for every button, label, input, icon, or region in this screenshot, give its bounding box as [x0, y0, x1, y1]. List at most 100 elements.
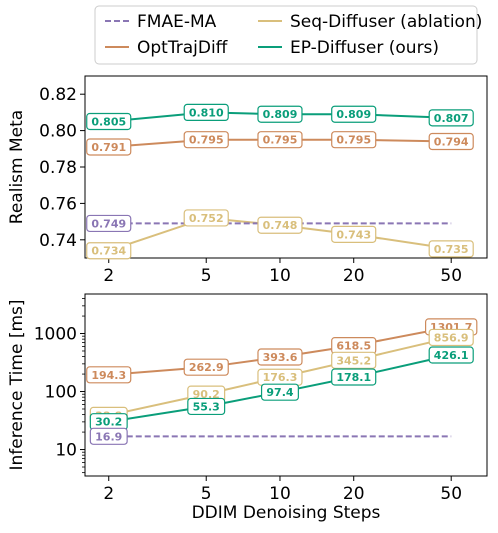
data-label-group: 194.3 — [86, 366, 132, 384]
x-tick-label: 10 — [269, 266, 291, 286]
data-label: 0.791 — [91, 141, 126, 154]
data-label-group: 262.9 — [183, 358, 229, 376]
data-label: 30.2 — [95, 416, 122, 429]
y-tick-label: 0.74 — [39, 231, 77, 251]
data-label-group: 0.809 — [331, 105, 377, 123]
x-axis-label: DDIM Denoising Steps — [192, 503, 381, 523]
data-label: 0.807 — [434, 112, 469, 125]
data-label-box — [257, 105, 303, 123]
x-tick-label: 5 — [201, 484, 212, 504]
data-label-box — [183, 358, 229, 376]
data-label-group: 0.735 — [428, 240, 474, 258]
legend-label: FMAE-MA — [137, 12, 217, 32]
y-tick-label: 1000 — [34, 325, 77, 345]
data-label-box — [183, 209, 229, 227]
data-label: 178.1 — [336, 371, 371, 384]
x-tick-label: 10 — [269, 484, 291, 504]
legend-item: OptTrajDiff — [105, 38, 229, 58]
data-label-group: 0.795 — [183, 131, 229, 149]
data-label-box — [257, 216, 303, 234]
data-label-box — [187, 397, 226, 416]
data-label-group: 0.809 — [257, 105, 303, 123]
plot-frame — [84, 293, 488, 477]
data-label-group: 0.795 — [331, 131, 377, 149]
data-label: 0.743 — [336, 228, 371, 241]
y-tick-label: 0.78 — [39, 158, 77, 178]
data-label-box — [331, 105, 377, 123]
data-label-group: 0.791 — [86, 138, 132, 156]
data-label-group: 178.1 — [331, 368, 377, 386]
inference-time-panel: 2 5 10 20 50 10 100 1000 Inference Time [ms] DDIM… — [7, 293, 488, 523]
data-label-group: 618.5 — [331, 337, 377, 355]
legend-label: Seq-Diffuser (ablation) — [290, 12, 482, 32]
data-label-group: 176.3 — [257, 368, 303, 386]
data-label: 426.1 — [434, 349, 469, 362]
data-label-group: 345.2 — [331, 351, 377, 369]
data-label-group: 0.752 — [183, 209, 229, 227]
data-label-box — [86, 366, 132, 384]
legend-item: FMAE-MA — [105, 12, 217, 32]
data-label-box — [86, 214, 132, 233]
data-label-box — [89, 427, 128, 445]
data-label: 0.795 — [189, 134, 224, 147]
data-label: 0.734 — [91, 245, 126, 258]
data-label: 856.9 — [434, 331, 469, 344]
legend-item: EP-Diffuser (ours) — [258, 38, 439, 58]
data-label-box — [331, 351, 377, 369]
data-label: 0.805 — [91, 116, 126, 129]
data-label-group: 0.743 — [331, 225, 377, 243]
data-label: 0.795 — [263, 134, 298, 147]
data-label: 345.2 — [336, 354, 371, 367]
data-label-box — [331, 368, 377, 386]
data-label-box — [331, 131, 377, 149]
y-tick-label: 0.76 — [39, 194, 77, 214]
x-tick-label: 50 — [440, 484, 462, 504]
data-label: 393.6 — [263, 351, 298, 364]
data-label-group: 856.9 — [428, 328, 474, 347]
data-label-group: 0.807 — [428, 109, 474, 127]
data-label-group: 16.9 — [89, 427, 128, 445]
x-tick-label: 20 — [343, 266, 365, 286]
data-label: 176.3 — [263, 371, 298, 384]
data-label: 0.749 — [91, 217, 126, 230]
legend-label: OptTrajDiff — [137, 38, 229, 58]
data-label-box — [428, 346, 474, 364]
x-tick-label: 2 — [103, 266, 114, 286]
x-tick-label: 50 — [440, 266, 462, 286]
y-tick-label: 10 — [55, 441, 77, 461]
data-label: 0.752 — [189, 212, 224, 225]
data-label-group: 0.795 — [257, 131, 303, 149]
data-label: 194.3 — [91, 369, 126, 382]
data-label: 0.735 — [434, 243, 469, 256]
data-label-group: 0.734 — [86, 242, 132, 260]
data-label: 97.4 — [266, 386, 293, 399]
x-tick-label: 5 — [201, 266, 212, 286]
y-axis-label: Realism Meta — [7, 110, 27, 224]
data-label-group: 0.810 — [183, 103, 229, 122]
data-label-group: 426.1 — [428, 346, 474, 364]
data-label-box — [260, 383, 299, 401]
data-label-group: 0.794 — [428, 132, 474, 151]
y-axis-label: Inference Time [ms] — [7, 300, 27, 471]
data-label: 0.794 — [434, 136, 469, 149]
data-label-group: 0.749 — [86, 214, 132, 233]
data-label: 16.9 — [95, 430, 122, 443]
legend-item: Seq-Diffuser (ablation) — [258, 12, 482, 32]
data-label-box — [257, 348, 303, 366]
data-label-group: 30.2 — [89, 413, 128, 431]
data-label-group: 55.3 — [187, 397, 226, 416]
data-label-box — [183, 103, 229, 122]
data-label-group: 0.805 — [86, 112, 132, 131]
data-label-box — [183, 131, 229, 149]
y-tick-label: 0.82 — [39, 85, 77, 105]
y-tick-label: 0.80 — [39, 122, 77, 142]
data-label: 55.3 — [193, 400, 220, 413]
data-label-box — [428, 240, 474, 258]
data-label: 262.9 — [189, 361, 224, 374]
data-label: 0.809 — [336, 108, 371, 121]
data-label-box — [428, 109, 474, 127]
data-label-box — [86, 242, 132, 260]
data-label-group: 97.4 — [260, 383, 299, 401]
x-tick-label: 20 — [343, 484, 365, 504]
